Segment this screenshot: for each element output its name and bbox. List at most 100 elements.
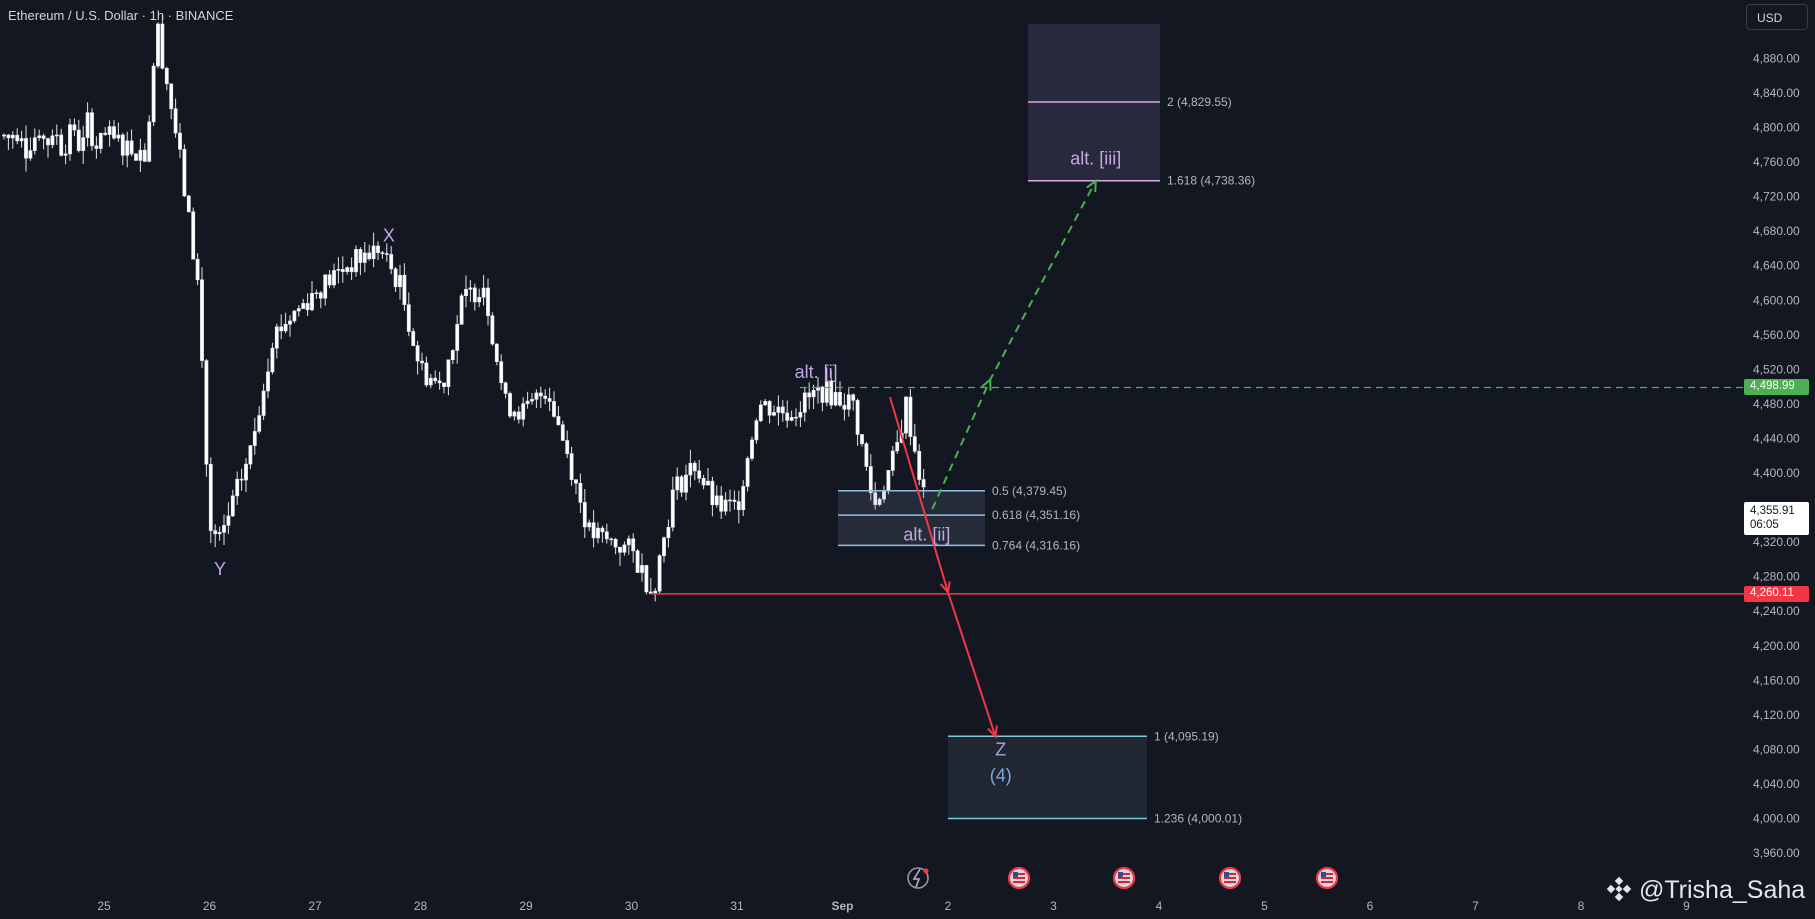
candle-body [204,360,209,465]
candle-body [72,124,77,131]
candle-body [103,132,108,135]
candle-body [486,287,490,316]
candle-body [10,134,15,139]
candle-body [323,274,328,299]
candle-body [846,394,851,410]
candle-body [736,501,741,511]
flag-stripe [1224,873,1236,875]
candle-body [446,359,451,387]
candle-body [556,416,561,426]
arrow-head [1086,179,1097,193]
candle-body [851,394,856,401]
candle-body [420,360,424,364]
candle-body [252,431,257,446]
candle-body [191,211,196,260]
currency-button[interactable]: USD [1746,4,1808,30]
candle-body [728,499,732,502]
flash-icon[interactable] [907,867,929,889]
candle-body [2,134,6,137]
candle-body [772,412,776,416]
candle-body [354,249,358,273]
horizontal-lines [650,386,1744,595]
candle-body [503,382,508,394]
candle-body [164,68,169,85]
y-tick-label: 4,760.00 [1753,155,1800,169]
candle-body [719,495,724,512]
bearish-projection [889,396,997,737]
y-tick-label: 4,040.00 [1753,777,1800,791]
candle-body [310,293,314,311]
fib-zone-alt-ii [838,490,985,546]
candle-body [890,450,895,471]
candle-body [380,252,385,254]
candle-body [618,546,622,553]
candle-body [692,462,697,472]
fib-label-2: 2 (4,829.55) [1167,95,1232,109]
candle-body [358,249,363,263]
candle-body [169,83,174,110]
candle-body [829,380,834,406]
fib-label-1.618: 1.618 (4,738.36) [1167,174,1255,188]
x-tick-label: 7 [1472,899,1479,913]
event-markers[interactable] [907,866,1339,890]
candle-body [305,303,310,311]
fib-levels: 0.5 (4,379.45) 0.618 (4,351.16) 0.764 (4,3… [838,95,1255,825]
candle-body [6,134,11,139]
candle-body [336,269,341,271]
candle-body [433,377,438,382]
candle-body [239,478,244,481]
candle-body [41,135,46,139]
y-tick-label: 4,160.00 [1753,673,1800,687]
candle-body [921,479,926,488]
candle-body [327,274,332,286]
candle-body [186,195,191,213]
candle-body [512,411,517,417]
candle-body [640,565,644,573]
candle-body [68,124,72,155]
us-flag-icon[interactable] [1112,866,1136,890]
flag-canton [1321,872,1326,877]
us-flag-icon[interactable] [1007,866,1031,890]
us-flag-icon[interactable] [1218,866,1242,890]
candle-body [208,463,213,531]
candle-body [477,297,482,303]
fib-label-1: 1 (4,095.19) [1154,729,1219,743]
price-badge-high: 4,498.99 [1744,379,1809,396]
candle-body [217,532,222,535]
watermark-text: @Trisha_Saha [1638,876,1806,904]
candle-body [178,132,182,150]
flag-stripe [1321,873,1333,875]
candle-body [802,392,807,413]
us-flag-icon[interactable] [1315,866,1339,890]
bar-countdown: 06:05 [1750,519,1779,532]
candle-body [195,258,200,281]
candle-body [838,392,842,406]
candle-body [376,245,380,253]
candle-body [472,287,477,303]
candle-body [98,132,103,149]
candle-body [15,134,20,142]
fib-label-0.618: 0.618 (4,351.16) [992,508,1080,522]
candle-body [244,463,248,481]
candle-body [129,140,134,155]
candle-body [459,295,464,325]
y-tick-label: 4,600.00 [1753,293,1800,307]
candle-body [516,411,521,420]
candle-body [371,245,376,260]
candle-body [296,308,301,312]
candle-body [811,389,816,398]
bullish-projection [931,180,1097,510]
candle-body [173,108,178,134]
candle-body [138,149,143,161]
candle-body [349,267,354,273]
candlestick-series [2,15,926,602]
y-tick-label: 4,400.00 [1753,466,1800,480]
x-tick-label: 9 [1683,899,1690,913]
candle-body [222,525,226,533]
candle-body [455,324,460,351]
x-tick-label: 25 [97,899,111,913]
candle-body [908,396,913,437]
candle-body [697,470,702,479]
